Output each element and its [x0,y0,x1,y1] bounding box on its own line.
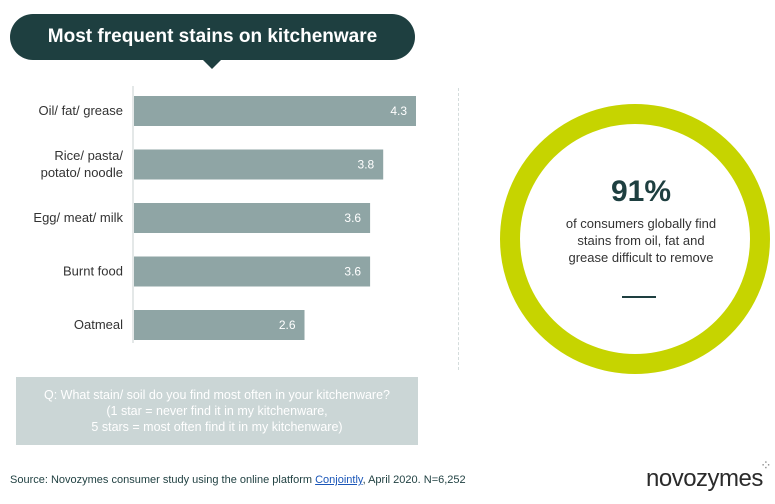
category-label: Rice/ pasta/ [54,148,123,163]
category-label: Oil/ fat/ grease [38,103,123,118]
bar [134,256,371,287]
highlight-value: 91% [610,175,672,208]
chart-title-text: Most frequent stains on kitchenware [47,26,378,47]
section-divider [458,88,459,370]
ring-dash [622,296,656,298]
bar [134,203,371,233]
bar-chart: 4.3 Oil/ fat/ grease 3.8 Rice/ pasta/potato… [33,86,416,343]
highlight-line: of consumers globally find [565,216,717,231]
source-link[interactable]: Conjointly [315,474,363,486]
source-suffix: , April 2020. N=6,252 [362,474,466,486]
bar [134,96,416,126]
logo-mark-icon: ⁘ [760,457,772,473]
bar-value-label: 3.8 [358,158,375,172]
percentage-ring [500,104,770,374]
bar-value-label: 4.3 [390,104,407,118]
category-label: potato/ noodle [41,165,123,180]
bar-value-label: 3.6 [344,211,361,225]
ring-text: 91% of consumers globally find stains fr… [510,175,772,266]
category-label: Egg/ meat/ milk [33,210,123,225]
highlight-line: grease difficult to remove [568,250,714,265]
question-line: Q: What stain/ soil do you find most oft… [43,388,390,402]
question-box: Q: What stain/ soil do you find most oft… [16,377,418,445]
question-line: (1 star = never find it in my kitchenwar… [106,404,328,418]
highlight-line: stains from oil, fat and [577,233,705,248]
question-line: 5 stars = most often find it in my kitch… [91,420,343,434]
bar [134,149,384,180]
source-note: Source: Novozymes consumer study using t… [10,474,466,486]
source-prefix: Source: Novozymes consumer study using t… [10,474,316,486]
bar [134,310,305,340]
category-label: Oatmeal [74,317,123,332]
title-pointer [203,60,221,69]
bar-value-label: 3.6 [344,265,361,279]
highlight-description: of consumers globally find stains from o… [510,215,772,266]
ring-circle [500,104,770,374]
novozymes-logo: novozymes [646,465,763,492]
category-label: Burnt food [63,264,123,279]
bar-value-label: 2.6 [279,318,296,332]
chart-title: Most frequent stains on kitchenware [10,14,415,60]
